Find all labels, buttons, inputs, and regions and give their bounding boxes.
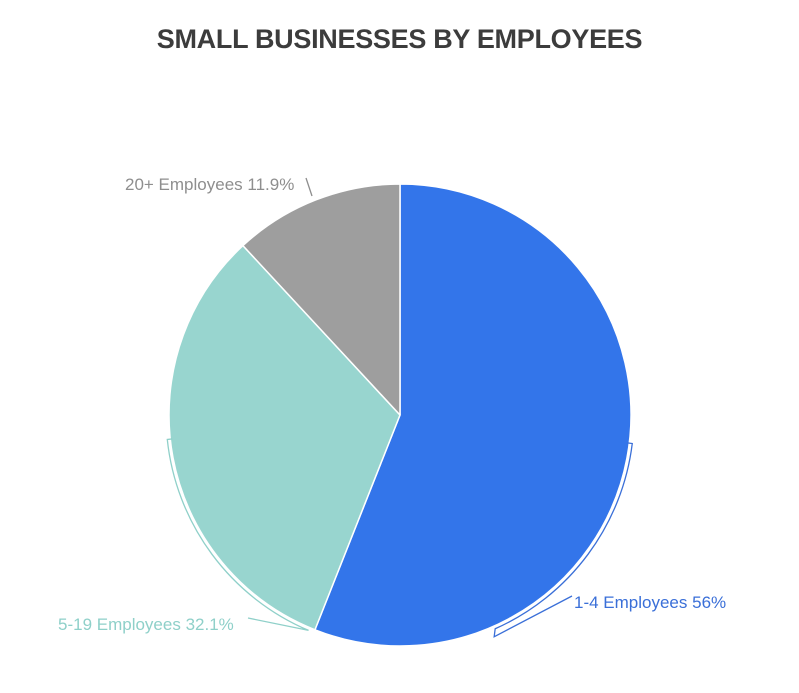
pie-slices [168,183,632,647]
slice-labels: 1-4 Employees 56% 5-19 Employees 32.1% 2… [58,175,726,634]
pie-slice-5-19-employees [168,244,401,631]
slice-label-1-4-employees: 1-4 Employees 56% [574,593,726,612]
slice-label-5-19-employees: 5-19 Employees 32.1% [58,615,234,634]
leader-5-19-employees [166,438,309,632]
pie-slice-1-4-employees [314,183,632,647]
slice-label-20-plus-employees: 20+ Employees 11.9% [125,175,294,194]
leader-1-4-employees [493,442,633,638]
pie-slice-20-plus-employees [242,183,401,416]
leader-20-plus-employees [305,177,313,197]
label-leaders [166,177,633,638]
chart-title: SMALL BUSINESSES BY EMPLOYEES [156,24,643,54]
